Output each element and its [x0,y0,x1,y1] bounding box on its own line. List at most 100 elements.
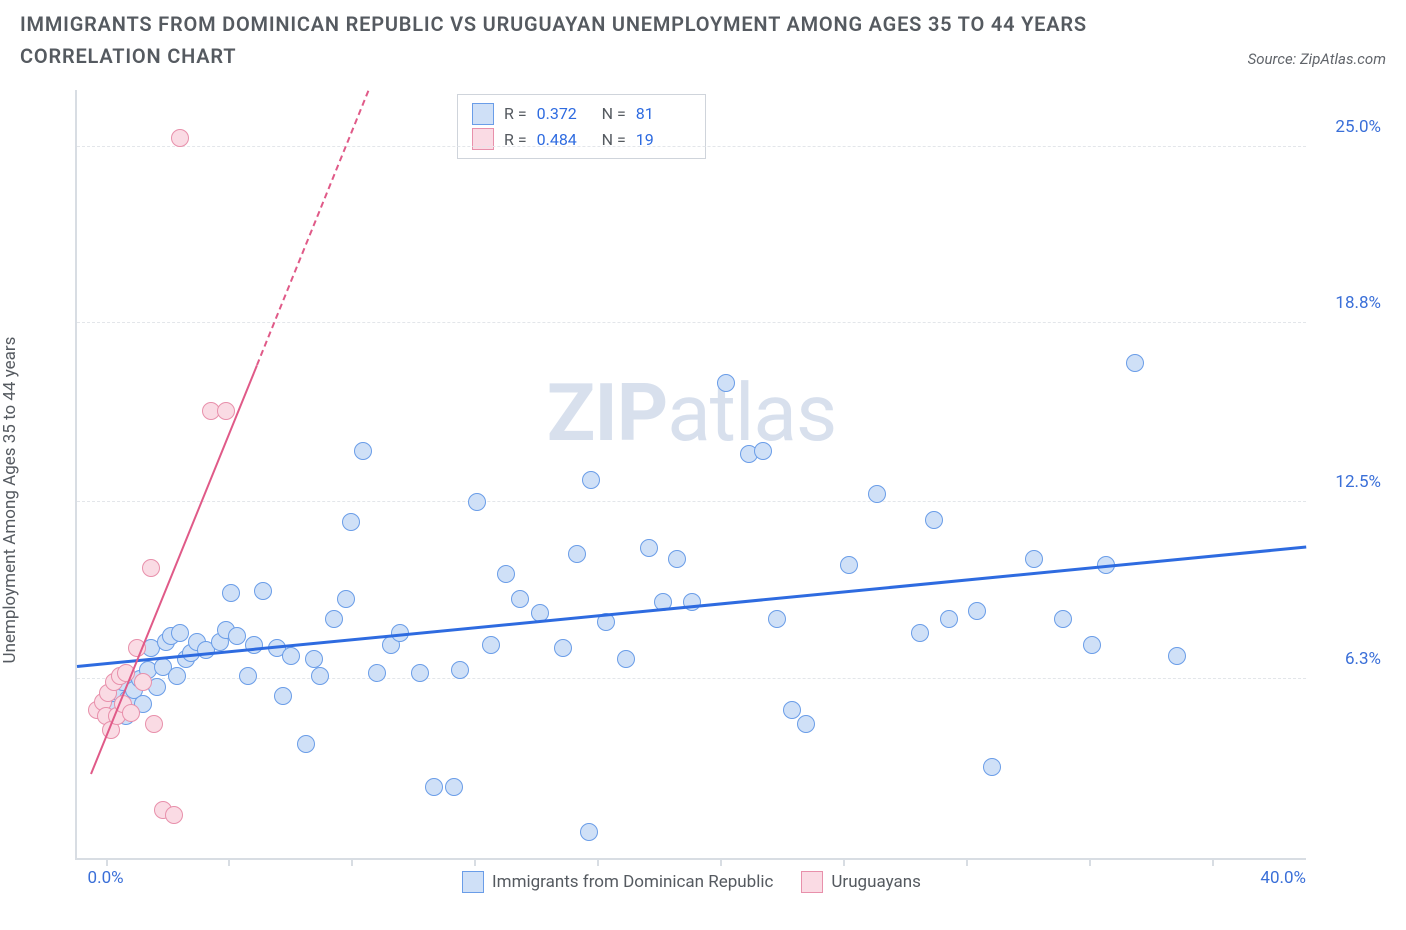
data-point [1168,647,1186,665]
data-point [1054,610,1072,628]
n-label: N = [602,101,626,127]
data-point [305,650,323,668]
data-point [617,650,635,668]
data-point [983,758,1001,776]
data-point [668,550,686,568]
r-label: R = [504,101,527,127]
watermark: ZIPatlas [547,366,836,460]
data-point [580,823,598,841]
data-point [145,715,163,733]
data-point [282,647,300,665]
data-point [717,374,735,392]
data-point [311,667,329,685]
stats-row: R = 0.484 N = 19 [472,127,691,153]
data-point [168,667,186,685]
data-point [940,610,958,628]
data-point [254,582,272,600]
legend-swatch [462,871,484,893]
series-swatch [472,128,494,150]
data-point [411,664,429,682]
legend-label: Uruguayans [831,872,921,892]
data-point [342,513,360,531]
data-point [497,565,515,583]
r-value: 0.484 [537,127,592,153]
x-tick-mark [1089,858,1091,866]
data-point [222,584,240,602]
y-tick-label: 12.5% [1311,472,1381,492]
y-tick-label: 18.8% [1311,293,1381,313]
data-point [368,664,386,682]
y-tick-label: 25.0% [1311,117,1381,137]
y-axis-label: Unemployment Among Ages 35 to 44 years [0,337,20,664]
x-tick-label-right: 40.0% [1260,868,1306,888]
data-point [1083,636,1101,654]
data-point [511,590,529,608]
x-axis-legend: Immigrants from Dominican Republic Urugua… [77,871,1306,893]
data-point [142,559,160,577]
grid-line [77,678,1306,679]
data-point [1126,354,1144,372]
plot-region: ZIPatlas R =0.372N =81R =0.484N =19 Immi… [75,90,1306,860]
series-swatch [472,103,494,125]
data-point [482,636,500,654]
data-point [297,735,315,753]
data-point [425,778,443,796]
chart-title: IMMIGRANTS FROM DOMINICAN REPUBLIC VS UR… [20,8,1120,72]
x-tick-mark [843,858,845,866]
data-point [165,806,183,824]
n-label: N = [602,127,626,153]
grid-line [77,501,1306,502]
x-tick-mark [106,858,108,866]
n-value: 19 [636,127,691,153]
trend-line [90,365,258,774]
data-point [468,493,486,511]
data-point [354,442,372,460]
data-point [768,610,786,628]
data-point [451,661,469,679]
y-tick-label: 6.3% [1311,649,1381,669]
x-tick-mark [351,858,353,866]
r-label: R = [504,127,527,153]
x-tick-mark [1212,858,1214,866]
data-point [325,610,343,628]
data-point [582,471,600,489]
data-point [171,624,189,642]
data-point [754,442,772,460]
data-point [228,627,246,645]
legend-item: Immigrants from Dominican Republic [462,871,773,893]
data-point [239,667,257,685]
x-tick-mark [966,858,968,866]
legend-label: Immigrants from Dominican Republic [492,872,773,892]
data-point [640,539,658,557]
x-tick-mark [720,858,722,866]
data-point [868,485,886,503]
x-tick-label-left: 0.0% [88,868,124,888]
source-attribution: Source: ZipAtlas.com [1248,50,1386,72]
chart-area: Unemployment Among Ages 35 to 44 years Z… [20,90,1386,910]
data-point [217,402,235,420]
grid-line [77,146,1306,147]
data-point [925,511,943,529]
data-point [783,701,801,719]
data-point [968,602,986,620]
data-point [1025,550,1043,568]
data-point [274,687,292,705]
data-point [797,715,815,733]
x-tick-mark [474,858,476,866]
data-point [911,624,929,642]
data-point [337,590,355,608]
data-point [840,556,858,574]
data-point [122,704,140,722]
data-point [568,545,586,563]
trend-line [256,91,369,366]
legend-item: Uruguayans [801,871,921,893]
n-value: 81 [636,101,691,127]
data-point [445,778,463,796]
data-point [134,673,152,691]
x-tick-mark [228,858,230,866]
data-point [554,639,572,657]
grid-line [77,322,1306,323]
stats-row: R =0.372N =81 [472,101,691,127]
data-point [171,129,189,147]
trend-line [77,545,1306,667]
